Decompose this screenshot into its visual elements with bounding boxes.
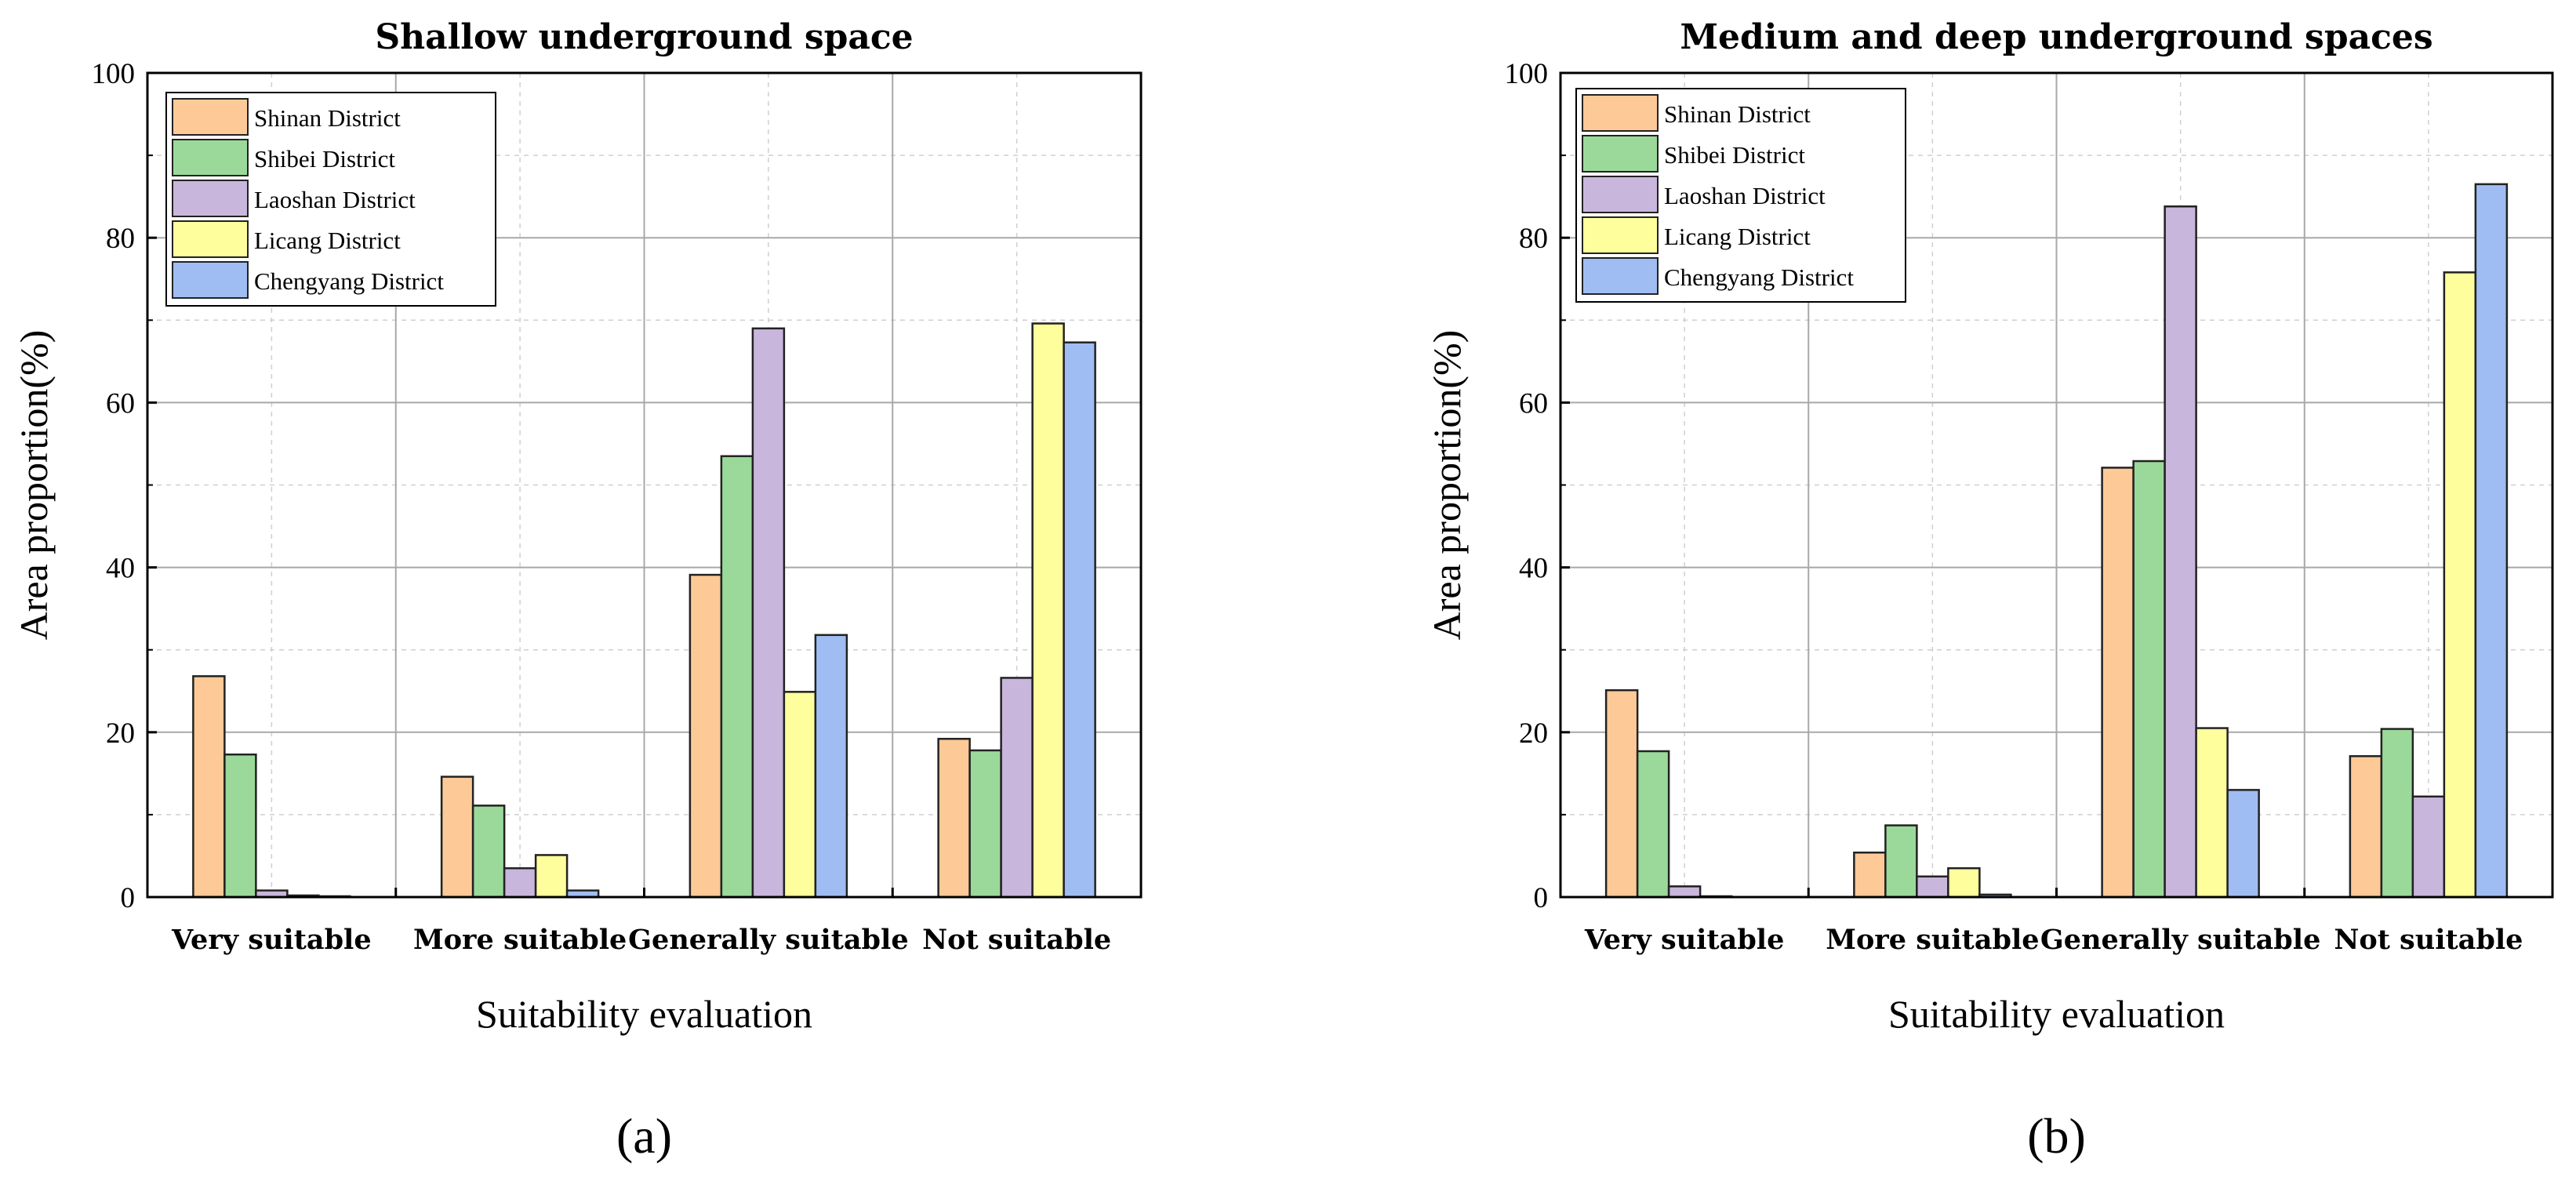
legend-swatch <box>172 220 249 258</box>
legend-label: Licang District <box>254 227 401 254</box>
legend-swatch <box>1582 94 1659 132</box>
bar-laoshan-district-more-suitable <box>1916 875 1949 899</box>
bar-shinan-district-more-suitable <box>440 776 474 899</box>
legend-swatch <box>172 180 249 217</box>
legend-label: Shinan District <box>254 104 401 132</box>
x-category-label: Generally suitable <box>628 924 908 956</box>
bar-shinan-district-more-suitable <box>1853 851 1887 899</box>
y-tick-label: 40 <box>1519 553 1548 585</box>
legend-swatch <box>1582 176 1659 213</box>
panel-label: (b) <box>2027 1108 2086 1164</box>
bar-shibei-district-not-suitable <box>2380 728 2414 899</box>
x-category-label: More suitable <box>413 924 627 956</box>
legend-label: Shinan District <box>1664 100 1811 128</box>
bar-shibei-district-more-suitable <box>1884 824 1918 899</box>
bar-laoshan-district-not-suitable <box>1000 677 1034 899</box>
x-axis-label: Suitability evaluation <box>1888 992 2225 1036</box>
bar-laoshan-district-generally-suitable <box>2164 205 2197 899</box>
legend-label: Shibei District <box>1664 141 1805 169</box>
bar-shinan-district-generally-suitable <box>689 573 723 899</box>
x-category-label: Generally suitable <box>2040 924 2320 956</box>
legend-label: Chengyang District <box>254 267 444 295</box>
legend-swatch <box>1582 257 1659 295</box>
y-tick-label: 80 <box>106 223 135 255</box>
bar-licang-district-not-suitable <box>1031 322 1065 899</box>
y-tick-label: 100 <box>1505 58 1549 90</box>
y-tick-label: 40 <box>106 553 135 585</box>
x-axis-label: Suitability evaluation <box>476 992 812 1036</box>
y-tick-label: 0 <box>121 882 136 914</box>
bar-licang-district-generally-suitable <box>2195 727 2229 899</box>
legend-swatch <box>172 261 249 299</box>
bar-licang-district-generally-suitable <box>783 691 817 899</box>
bar-laoshan-district-very-suitable <box>1667 885 1702 899</box>
bar-licang-district-not-suitable <box>2443 271 2477 899</box>
bar-shibei-district-very-suitable <box>1636 750 1670 899</box>
legend-label: Laoshan District <box>254 186 416 213</box>
bar-chengyang-district-not-suitable <box>1063 341 1096 899</box>
panel-label: (a) <box>616 1108 672 1164</box>
legend: Shinan District Shibei District Laoshan Di… <box>1575 88 1906 303</box>
bar-shibei-district-not-suitable <box>968 749 1002 899</box>
y-tick-label: 0 <box>1534 882 1549 914</box>
y-axis-label: Area proportion(%) <box>1425 330 1469 641</box>
legend-swatch <box>1582 216 1659 254</box>
y-tick-label: 20 <box>106 718 135 750</box>
bar-shinan-district-not-suitable <box>937 737 971 899</box>
y-tick-label: 100 <box>92 58 136 90</box>
x-category-label: Not suitable <box>922 924 1111 956</box>
chart-panel-2: 0 20 40 60 80 100 Very suitable More suitable Ge… <box>1425 17 2554 1164</box>
chart-title: Medium and deep underground spaces <box>1680 17 2432 57</box>
bar-shinan-district-very-suitable <box>192 675 226 899</box>
y-tick-label: 60 <box>106 387 135 420</box>
legend-label: Laoshan District <box>1664 182 1826 209</box>
y-tick-label: 60 <box>1519 387 1548 420</box>
bar-chengyang-district-generally-suitable <box>814 634 848 899</box>
bar-chengyang-district-not-suitable <box>2474 183 2509 899</box>
chart-title: Shallow underground space <box>375 17 913 57</box>
bar-laoshan-district-more-suitable <box>503 866 537 899</box>
bar-shibei-district-generally-suitable <box>2132 460 2166 899</box>
chart-panel-1: 0 20 40 60 80 100 Very suitable More suitable Ge… <box>12 17 1143 1164</box>
bar-laoshan-district-not-suitable <box>2411 795 2446 899</box>
bar-shibei-district-very-suitable <box>223 753 257 899</box>
bar-shibei-district-more-suitable <box>471 805 506 899</box>
legend-label: Shibei District <box>254 145 395 173</box>
bar-shinan-district-generally-suitable <box>2101 467 2135 899</box>
bar-licang-district-more-suitable <box>1947 866 1981 899</box>
bar-shinan-district-not-suitable <box>2349 755 2383 899</box>
y-tick-label: 20 <box>1519 718 1548 750</box>
legend-swatch <box>172 139 249 176</box>
legend-swatch <box>1582 135 1659 173</box>
x-category-label: Very suitable <box>171 924 372 956</box>
bar-laoshan-district-generally-suitable <box>751 327 786 899</box>
bar-shinan-district-very-suitable <box>1604 688 1639 899</box>
legend-swatch <box>172 98 249 136</box>
legend-label: Licang District <box>1664 223 1811 250</box>
y-tick-label: 80 <box>1519 223 1548 255</box>
x-category-label: Very suitable <box>1584 924 1785 956</box>
y-axis-label: Area proportion(%) <box>12 330 56 641</box>
x-category-label: More suitable <box>1826 924 2039 956</box>
x-category-label: Not suitable <box>2334 924 2523 956</box>
legend-label: Chengyang District <box>1664 263 1854 291</box>
legend: Shinan District Shibei District Laoshan Di… <box>165 92 496 307</box>
bar-licang-district-more-suitable <box>534 854 569 899</box>
bar-chengyang-district-generally-suitable <box>2226 789 2260 899</box>
bar-shibei-district-generally-suitable <box>720 455 754 899</box>
